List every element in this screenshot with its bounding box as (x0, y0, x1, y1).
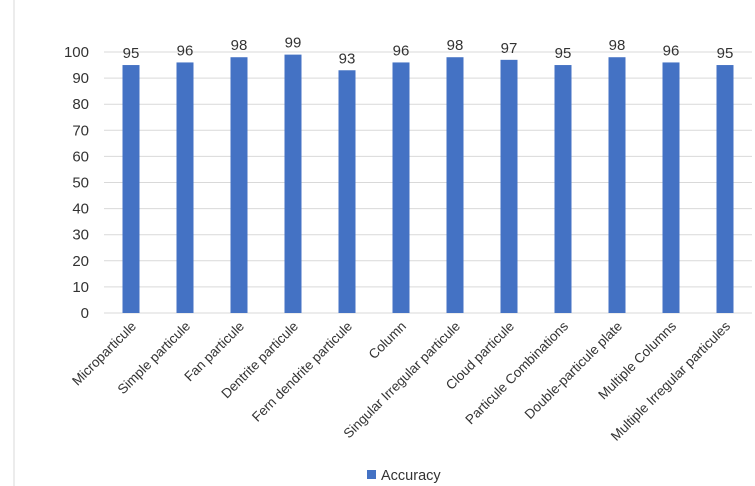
y-axis-ticks: 0 10 20 30 40 50 60 70 80 90 100 (64, 44, 89, 322)
bar-5 (338, 70, 356, 314)
bar-12 (716, 65, 734, 313)
y-tick-label: 20 (72, 253, 89, 270)
y-tick-label: 80 (72, 96, 89, 113)
legend-label-accuracy: Accuracy (381, 468, 441, 484)
data-label-6: 96 (393, 42, 410, 59)
x-category-label-6: Column (366, 319, 410, 363)
data-label-11: 96 (663, 42, 680, 59)
y-tick-label: 70 (72, 122, 89, 139)
y-tick-label: 90 (72, 70, 89, 87)
data-label-2: 96 (177, 42, 194, 59)
data-label-3: 98 (231, 37, 248, 54)
y-tick-label: 100 (64, 44, 89, 61)
y-tick-label: 0 (81, 305, 89, 322)
data-label-7: 98 (447, 37, 464, 54)
bars (122, 54, 734, 314)
bar-8 (500, 59, 518, 313)
data-label-10: 98 (609, 37, 626, 54)
data-labels: 95 96 98 99 93 96 98 97 95 98 96 95 (123, 35, 734, 68)
bar-4 (284, 54, 302, 314)
bar-1 (122, 65, 140, 313)
bar-3 (230, 57, 248, 313)
bar-10 (608, 57, 626, 313)
x-category-label-5: Fern dendrite particule (249, 319, 355, 425)
bar-6 (392, 62, 410, 313)
x-category-label-10: Double-particule plate (522, 319, 625, 422)
data-label-12: 95 (717, 45, 734, 62)
bar-9 (554, 65, 572, 313)
bar-7 (446, 57, 464, 313)
bar-2 (176, 62, 194, 313)
data-label-5: 93 (339, 50, 356, 67)
x-category-label-9: Particule Combinations (462, 318, 571, 427)
gridlines (104, 51, 752, 314)
legend-swatch-accuracy (367, 470, 376, 479)
bar-11 (662, 62, 680, 313)
data-label-9: 95 (555, 45, 572, 62)
legend: Accuracy (367, 468, 441, 484)
data-label-8: 97 (501, 40, 518, 57)
y-tick-label: 10 (72, 279, 89, 296)
y-tick-label: 60 (72, 148, 89, 165)
data-label-1: 95 (123, 45, 140, 62)
y-tick-label: 40 (72, 201, 89, 218)
y-tick-label: 30 (72, 227, 89, 244)
data-label-4: 99 (285, 35, 302, 52)
y-tick-label: 50 (72, 175, 89, 192)
